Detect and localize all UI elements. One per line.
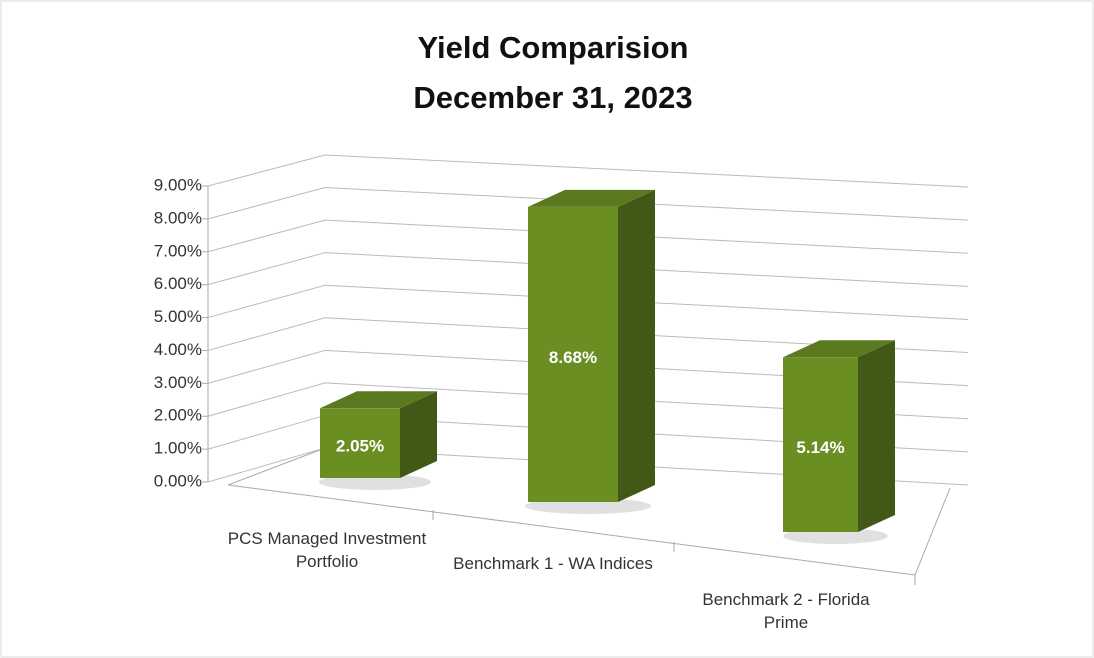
data-label: 2.05% <box>336 437 384 456</box>
grid-line <box>207 317 969 354</box>
y-tick-label: 2.00% <box>154 406 202 425</box>
floor-edge <box>227 447 326 486</box>
grid-line <box>207 154 969 188</box>
y-tick-label: 9.00% <box>154 175 202 194</box>
y-tick-label: 4.00% <box>154 340 202 359</box>
grid-line <box>207 284 969 320</box>
bar-top <box>320 391 437 409</box>
grid-line <box>207 349 969 387</box>
x-tick-label: Benchmark 1 - WA Indices <box>453 554 653 573</box>
bar-side <box>618 189 655 502</box>
bar <box>783 357 858 532</box>
data-label: 8.68% <box>549 348 597 367</box>
y-tick-label: 8.00% <box>154 208 202 227</box>
y-tick-label: 6.00% <box>154 274 202 293</box>
grid-line <box>207 382 969 420</box>
y-tick-label: 1.00% <box>154 439 202 458</box>
bar-side <box>858 340 895 532</box>
bar-top <box>783 340 895 358</box>
chart-subtitle: December 31, 2023 <box>413 80 692 115</box>
y-tick-label: 0.00% <box>154 471 202 490</box>
grid-line <box>207 252 969 287</box>
bar <box>528 206 618 502</box>
data-label: 5.14% <box>796 438 844 457</box>
bar-side <box>400 391 437 478</box>
grid-line <box>207 187 969 221</box>
bar-top <box>528 189 655 207</box>
y-tick-label: 5.00% <box>154 307 202 326</box>
x-tick-label: Benchmark 2 - Florida Prime <box>702 590 870 632</box>
x-tick-label: PCS Managed Investment Portfolio <box>227 529 427 571</box>
bar <box>320 408 400 478</box>
y-tick-label: 3.00% <box>154 373 202 392</box>
y-tick-label: 7.00% <box>154 241 202 260</box>
chart-title: Yield Comparision <box>417 30 688 65</box>
grid-line <box>207 219 969 254</box>
